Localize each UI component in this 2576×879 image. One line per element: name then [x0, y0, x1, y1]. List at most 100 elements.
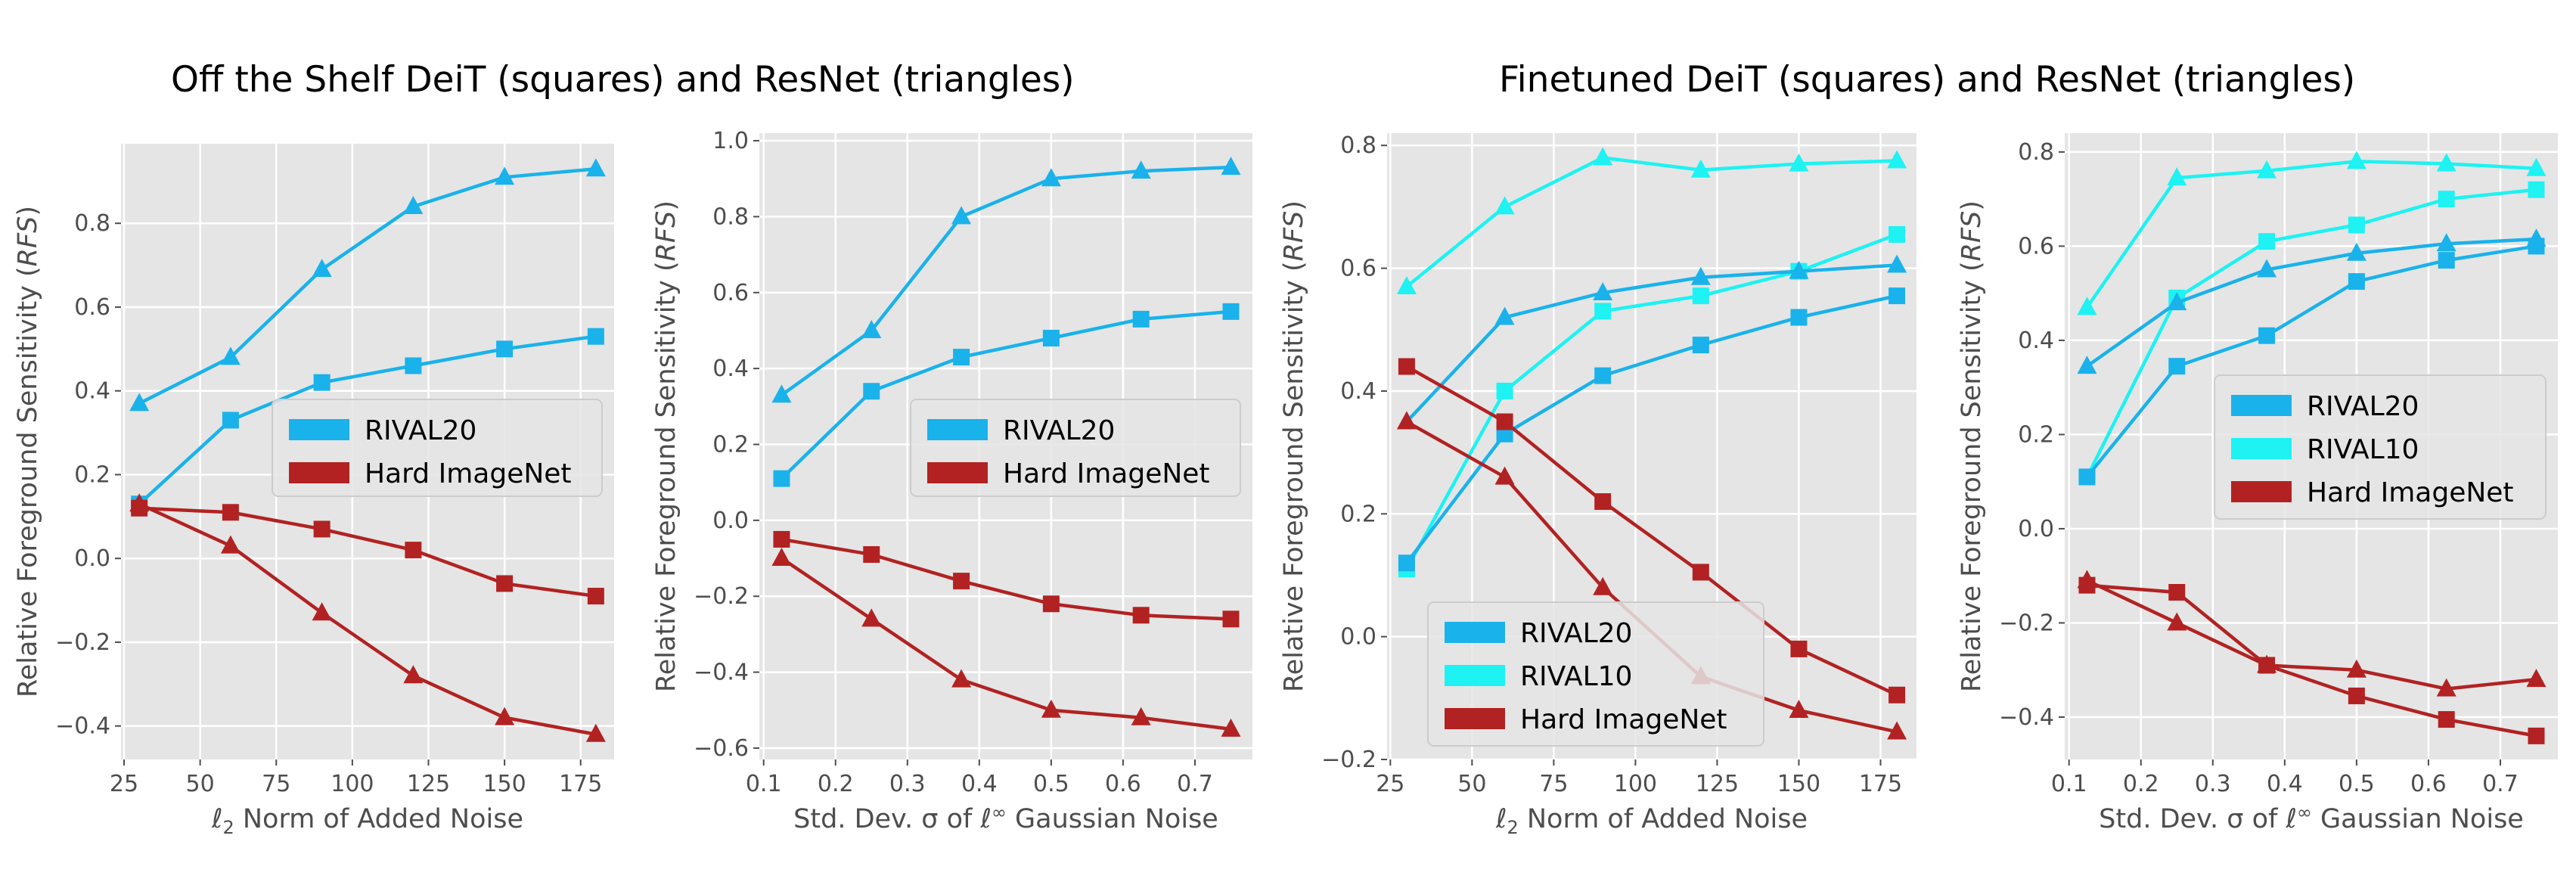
x-tick-label: 0.3 — [2195, 771, 2231, 797]
point-rival20-resnet — [951, 206, 972, 225]
legend-swatch — [1445, 622, 1505, 643]
legend-label: Hard ImageNet — [1003, 458, 1210, 489]
y-axis-label: Relative Foreground Sensitivity (RFS) — [651, 200, 681, 692]
series-line-rival20-deit — [780, 309, 1231, 480]
point-hard-imagenet-resnet — [861, 608, 882, 627]
point-rival20-resnet — [495, 166, 515, 185]
series-line-rival10-deit — [1404, 232, 1898, 570]
legend-label: RIVAL20 — [1003, 415, 1115, 446]
y-tick-label: 0.2 — [74, 461, 110, 488]
x-tick-label: 175 — [559, 771, 602, 797]
point-hard-imagenet-deit — [587, 588, 604, 605]
point-rival10-deit — [2258, 233, 2276, 250]
point-hard-imagenet-resnet — [2346, 659, 2367, 678]
point-hard-imagenet-deit — [1889, 686, 1906, 704]
point-rival20-resnet — [1041, 168, 1061, 187]
legend-swatch — [2231, 395, 2292, 416]
point-rival10-deit — [1594, 303, 1612, 320]
point-hard-imagenet-resnet — [1131, 707, 1151, 725]
x-tick-label: 150 — [1777, 771, 1820, 797]
point-rival20-resnet — [1494, 306, 1515, 325]
y-tick-label: 0.6 — [74, 294, 110, 321]
point-hard-imagenet-resnet — [585, 723, 606, 742]
series-line-rival10-deit — [2085, 188, 2537, 478]
point-rival20-deit — [1042, 329, 1060, 346]
point-hard-imagenet-resnet — [1221, 718, 1241, 737]
legend-label: RIVAL20 — [2307, 391, 2419, 422]
point-rival20-deit — [1222, 303, 1240, 320]
y-tick-label: −0.2 — [1321, 747, 1376, 773]
point-hard-imagenet-deit — [1594, 493, 1612, 511]
legend-label: RIVAL20 — [1520, 618, 1632, 649]
point-rival10-resnet — [2257, 160, 2277, 179]
point-hard-imagenet-resnet — [2436, 678, 2457, 697]
point-hard-imagenet-deit — [2348, 687, 2365, 704]
legend-label: Hard ImageNet — [1520, 704, 1727, 735]
point-hard-imagenet-resnet — [1593, 576, 1613, 595]
y-tick-label: 0.4 — [712, 356, 749, 382]
point-rival20-resnet — [129, 393, 150, 412]
x-tick-label: 0.5 — [2339, 771, 2375, 797]
point-rival20-resnet — [1221, 157, 1241, 175]
legend-label: RIVAL20 — [365, 415, 476, 446]
point-hard-imagenet-resnet — [2077, 570, 2097, 589]
point-rival10-resnet — [1396, 275, 1417, 294]
x-tick-label: 50 — [1457, 771, 1486, 797]
y-tick-label: 0.8 — [2018, 139, 2054, 166]
series-line-rival20-resnet — [781, 165, 1231, 397]
y-tick-label: 1.0 — [712, 128, 749, 154]
point-rival10-deit — [1889, 225, 1906, 243]
x-tick-label: 0.1 — [746, 771, 782, 797]
point-rival20-deit — [953, 349, 970, 366]
point-rival20-resnet — [861, 319, 882, 338]
legend-swatch — [927, 462, 988, 483]
point-rival20-deit — [313, 374, 331, 391]
point-rival20-resnet — [1789, 260, 1809, 279]
x-tick-label: 0.2 — [818, 771, 854, 797]
point-rival20-deit — [2438, 252, 2455, 269]
point-hard-imagenet-deit — [1496, 413, 1513, 430]
point-rival20-resnet — [771, 384, 792, 403]
legend-label: Hard ImageNet — [2307, 477, 2514, 508]
y-tick-label: 0.6 — [1340, 256, 1376, 282]
point-rival20-resnet — [2167, 292, 2187, 311]
legend: RIVAL20 RIVAL10 Hard ImageNet — [1427, 601, 1764, 747]
legend-swatch — [2231, 481, 2292, 502]
y-tick-label: −0.6 — [694, 735, 749, 762]
point-rival10-deit — [1496, 382, 1513, 399]
point-rival20-resnet — [2346, 242, 2367, 261]
point-hard-imagenet-deit — [2438, 711, 2455, 728]
point-hard-imagenet-resnet — [2526, 669, 2547, 688]
series-line-rival20-deit — [1405, 294, 1898, 564]
point-rival10-resnet — [2526, 157, 2547, 176]
y-axis-label: Relative Foreground Sensitivity (RFS) — [1279, 200, 1309, 692]
x-tick-label: 175 — [1859, 771, 1902, 797]
point-rival20-deit — [863, 383, 880, 400]
x-axis-label: Std. Dev. σ of ℓ∞ Gaussian Noise — [793, 802, 1218, 834]
y-tick-label: 0.8 — [712, 203, 749, 230]
series-line-hard-imagenet-deit — [1405, 365, 1898, 697]
point-hard-imagenet-deit — [773, 530, 790, 548]
legend: RIVAL20 RIVAL10 Hard ImageNet — [2214, 374, 2547, 520]
point-rival20-deit — [1594, 367, 1612, 384]
point-hard-imagenet-deit — [496, 575, 514, 592]
chart-panel-2: −0.6 −0.4 −0.2 0.0 0.2 0.4 0.6 0.8 1.0 0.1 0.2 0.3 0… — [651, 128, 1252, 834]
y-tick-label: 0.0 — [1340, 624, 1376, 651]
y-tick-label: 0.0 — [712, 508, 749, 534]
point-rival10-resnet — [2436, 153, 2457, 172]
point-hard-imagenet-resnet — [495, 707, 515, 725]
x-tick-label: 0.1 — [2051, 771, 2087, 797]
chart-panel-1: −0.4 −0.2 0.0 0.2 0.4 0.6 0.8 25 50 75 100 125 150 17… — [13, 144, 614, 838]
point-rival10-resnet — [2346, 151, 2367, 169]
point-rival10-resnet — [1494, 196, 1515, 215]
y-tick-label: −0.2 — [1999, 610, 2054, 636]
point-hard-imagenet-resnet — [1041, 699, 1061, 718]
y-tick-label: 0.6 — [712, 280, 749, 306]
y-tick-label: 0.6 — [2018, 233, 2054, 259]
y-tick-label: −0.4 — [55, 713, 110, 740]
title-off-the-shelf: Off the Shelf DeiT (squares) and ResNet … — [171, 59, 1075, 101]
point-rival10-deit — [2348, 216, 2365, 234]
point-hard-imagenet-deit — [1790, 640, 1808, 657]
point-rival20-resnet — [585, 158, 606, 177]
point-hard-imagenet-deit — [222, 504, 239, 521]
